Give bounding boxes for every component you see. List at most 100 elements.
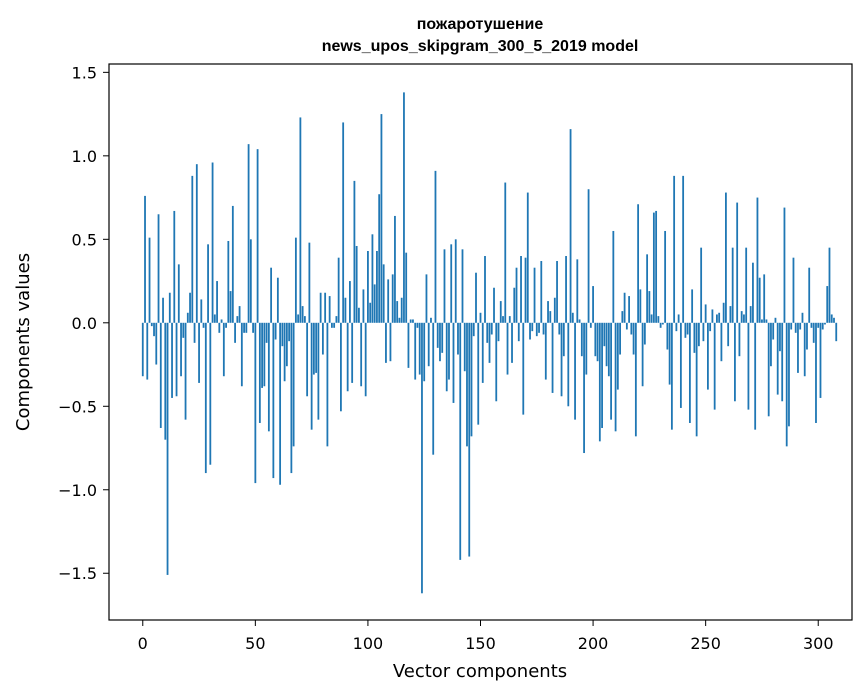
bar [722, 302, 725, 323]
bar [806, 322, 808, 350]
bar [369, 302, 372, 323]
bar [601, 322, 603, 428]
bar [544, 322, 547, 380]
bar [276, 277, 279, 323]
bar [209, 322, 212, 465]
bar [488, 322, 491, 363]
bar [623, 292, 626, 323]
bar [144, 195, 146, 323]
bar [416, 322, 419, 328]
bar [695, 322, 698, 437]
bar [373, 284, 376, 323]
bar [425, 274, 428, 323]
bar [666, 322, 669, 350]
bar [337, 257, 340, 323]
bar [655, 210, 658, 323]
x-tick-label: 100 [353, 634, 384, 653]
bar [619, 322, 621, 355]
bar [153, 322, 155, 337]
bar [448, 322, 450, 380]
bar [344, 297, 347, 323]
bar [828, 247, 831, 323]
bar [718, 312, 721, 323]
bar [648, 291, 651, 323]
bar [513, 287, 516, 323]
plot-frame [108, 63, 853, 621]
bar [457, 322, 459, 355]
bar [641, 322, 644, 387]
y-tick-label: 0.5 [72, 230, 97, 249]
bar [195, 164, 198, 323]
y-tick-label: 0.0 [72, 314, 97, 333]
bar-series [141, 92, 838, 594]
bar [749, 306, 752, 323]
bar [628, 296, 630, 323]
bar [538, 322, 540, 333]
bar [407, 322, 410, 368]
bar [412, 319, 414, 323]
bar [173, 210, 176, 323]
bar [736, 202, 739, 323]
bar [835, 322, 838, 342]
bar [470, 322, 473, 437]
bar [621, 311, 624, 323]
bar [324, 292, 327, 323]
bar [803, 322, 806, 377]
bar [799, 322, 802, 330]
bar [495, 322, 498, 402]
bar [754, 322, 757, 430]
y-tick-label: −0.5 [58, 397, 97, 416]
bar [236, 316, 239, 323]
bar [815, 322, 817, 423]
bar [175, 322, 178, 397]
bar [817, 322, 820, 328]
bar [292, 322, 295, 447]
bar [202, 322, 205, 328]
bar [272, 322, 275, 479]
bar [533, 267, 536, 323]
bar [580, 322, 583, 357]
bar [808, 267, 811, 323]
bar [335, 316, 338, 323]
bar [767, 322, 770, 417]
bar [616, 322, 619, 390]
bar [358, 307, 360, 323]
bar [756, 197, 759, 323]
bar [770, 322, 772, 367]
bar [551, 322, 554, 393]
bar [234, 322, 236, 343]
bar [294, 237, 297, 323]
bar [396, 301, 399, 323]
bar [596, 322, 599, 362]
bar [459, 322, 462, 560]
bar [526, 192, 529, 323]
bar [279, 322, 282, 485]
bar [576, 259, 579, 323]
bar [758, 277, 761, 323]
x-tick-label: 300 [803, 634, 834, 653]
bar [353, 180, 356, 323]
bar [421, 322, 423, 594]
bar [267, 322, 270, 432]
bar [670, 322, 673, 430]
bar [400, 297, 403, 323]
bar [148, 237, 151, 323]
bar [625, 322, 628, 330]
bar [565, 256, 567, 323]
bar [632, 322, 635, 355]
bar [441, 322, 444, 353]
bar [263, 322, 266, 387]
bar [207, 244, 209, 323]
bar [443, 249, 446, 323]
bar [299, 117, 302, 323]
bar [439, 322, 441, 362]
bar [159, 322, 162, 428]
bar [222, 322, 225, 377]
bar [569, 129, 572, 323]
bar [490, 322, 493, 335]
bar [274, 322, 277, 340]
bar [493, 287, 495, 323]
bar [578, 319, 581, 323]
x-tick-label: 150 [465, 634, 496, 653]
